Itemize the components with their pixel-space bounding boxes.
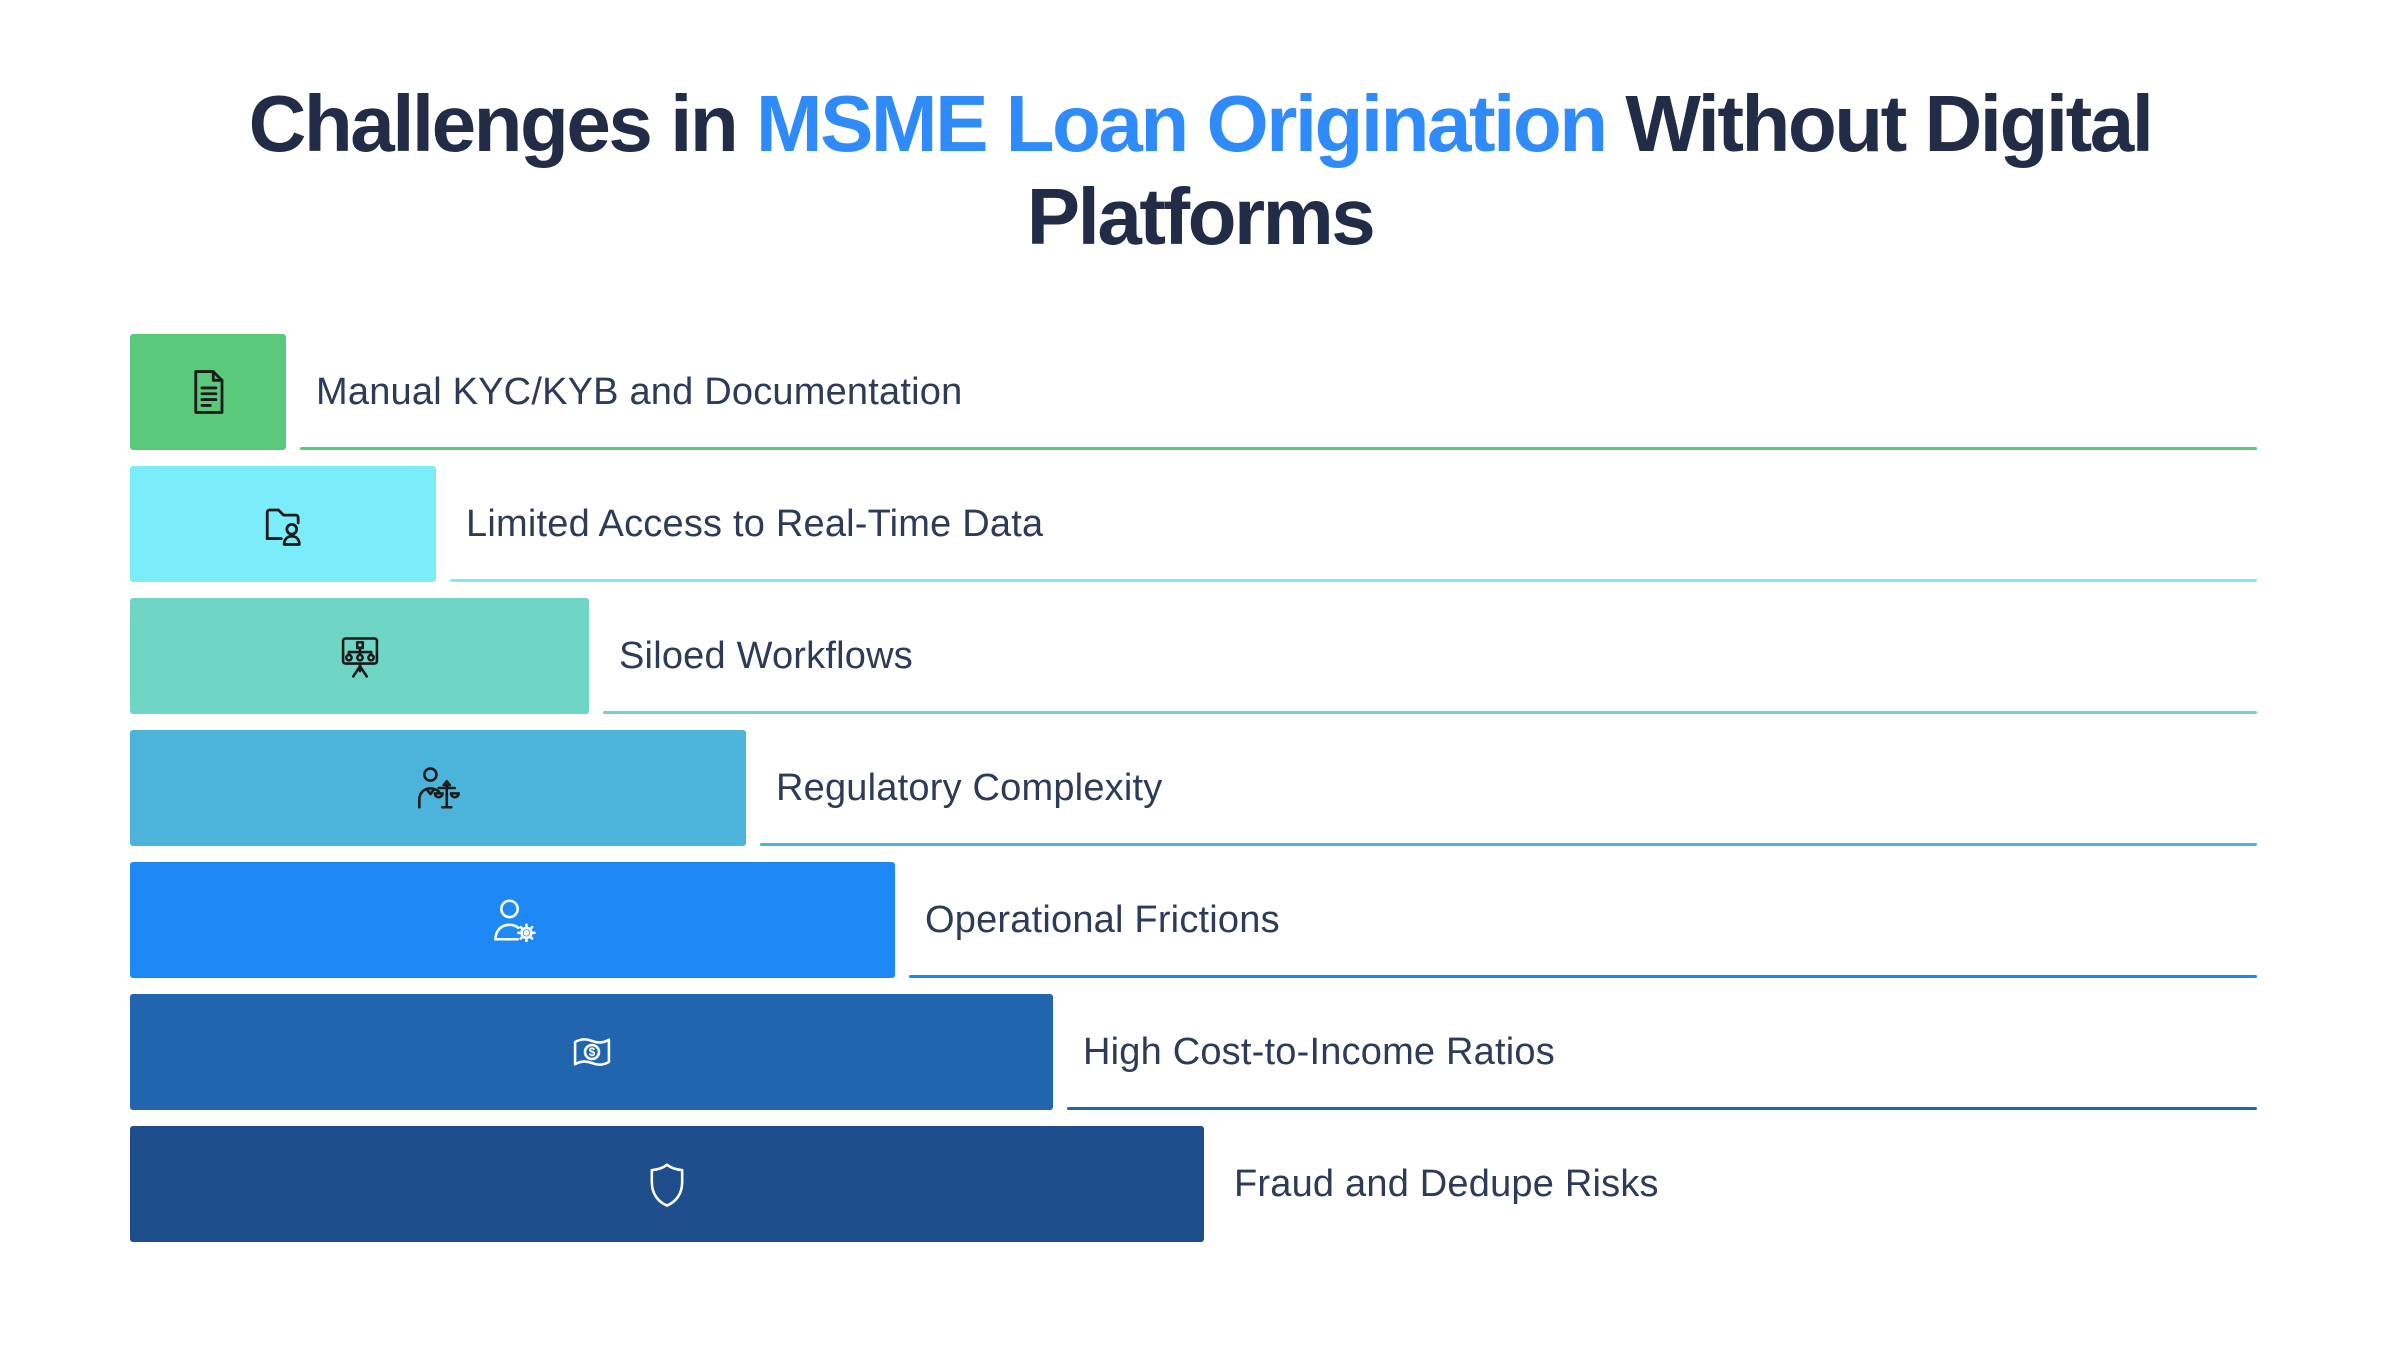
folder-user-icon — [255, 496, 311, 552]
challenge-color-block — [130, 466, 436, 582]
page-title: Challenges in MSME Loan Origination With… — [120, 78, 2280, 264]
challenge-label: Siloed Workflows — [619, 634, 913, 677]
document-icon — [180, 364, 236, 420]
challenge-label: High Cost-to-Income Ratios — [1083, 1030, 1555, 1073]
challenge-underline — [909, 975, 2257, 978]
title-dark-segment-2: Without Digital — [1625, 79, 2154, 168]
challenge-color-block — [130, 334, 286, 450]
challenge-color-block — [130, 730, 746, 846]
challenge-underline — [760, 843, 2257, 846]
title-highlight-segment: MSME Loan Origination — [755, 79, 1608, 168]
challenge-row: Limited Access to Real-Time Data — [130, 466, 2257, 582]
challenge-row: Siloed Workflows — [130, 598, 2257, 714]
challenge-label: Manual KYC/KYB and Documentation — [316, 370, 963, 413]
person-gear-icon — [485, 892, 541, 948]
title-dark-segment-1: Challenges in — [248, 79, 739, 168]
challenge-label: Regulatory Complexity — [776, 766, 1163, 809]
banknote-icon — [564, 1024, 620, 1080]
challenge-rows: Manual KYC/KYB and Documentation Limited… — [130, 334, 2257, 1258]
org-chart-board-icon — [332, 628, 388, 684]
challenge-color-block — [130, 1126, 1204, 1242]
title-line-2: Platforms — [1026, 171, 1376, 261]
challenge-color-block — [130, 598, 589, 714]
challenge-underline — [450, 579, 2257, 582]
shield-icon — [639, 1156, 695, 1212]
challenge-color-block — [130, 862, 895, 978]
challenge-label: Fraud and Dedupe Risks — [1234, 1162, 1659, 1205]
challenge-color-block — [130, 994, 1053, 1110]
person-scales-icon — [410, 760, 466, 816]
challenge-label: Limited Access to Real-Time Data — [466, 502, 1044, 545]
challenge-row: Manual KYC/KYB and Documentation — [130, 334, 2257, 450]
challenge-row: Regulatory Complexity — [130, 730, 2257, 846]
challenge-row: Operational Frictions — [130, 862, 2257, 978]
challenge-underline — [300, 447, 2257, 450]
challenge-underline — [1067, 1107, 2257, 1110]
challenge-underline — [603, 711, 2257, 714]
challenge-label: Operational Frictions — [925, 898, 1280, 941]
challenge-row: Fraud and Dedupe Risks — [130, 1126, 2257, 1242]
challenge-row: High Cost-to-Income Ratios — [130, 994, 2257, 1110]
